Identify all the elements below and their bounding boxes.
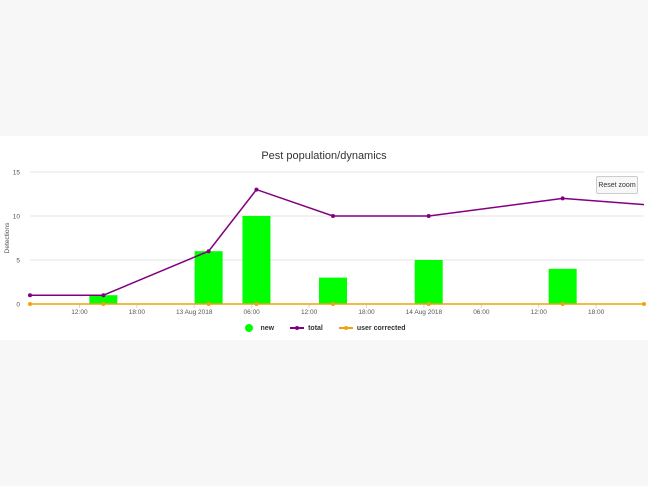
legend-symbol-total [290, 324, 305, 332]
legend-item-user-corrected[interactable]: user corrected [338, 324, 406, 332]
x-tick-label: 18:00 [358, 309, 375, 316]
legend-symbol-user-corrected [338, 324, 353, 332]
x-tick-label: 06:00 [244, 309, 261, 316]
bar-new [242, 216, 271, 304]
point-total [254, 187, 259, 192]
legend-item-total[interactable]: total [290, 324, 323, 332]
point-user-corrected [331, 302, 336, 306]
x-tick-label: 13 Aug 2018 [176, 309, 213, 316]
point-total [101, 293, 106, 298]
point-user-corrected [28, 302, 32, 306]
y-tick-label: 0 [16, 302, 20, 309]
point-user-corrected [254, 302, 259, 306]
point-total [206, 249, 211, 254]
y-axis-label: Detections [4, 222, 11, 253]
legend-item-new[interactable]: new [242, 324, 274, 332]
point-user-corrected [642, 302, 646, 306]
reset-zoom-button[interactable]: Reset zoom [596, 176, 638, 194]
y-tick-label: 5 [16, 258, 20, 265]
line-total [30, 188, 645, 296]
chart-title: Pest population/dynamics [261, 150, 387, 162]
chart-legend: new total user corrected [0, 324, 648, 332]
y-tick-label: 15 [13, 170, 21, 177]
bar-new [194, 251, 223, 304]
point-user-corrected [206, 302, 211, 306]
bar-new [414, 260, 443, 304]
point-user-corrected [101, 302, 106, 306]
point-total [28, 293, 32, 298]
x-tick-label: 18:00 [129, 309, 146, 316]
y-tick-label: 10 [13, 214, 21, 221]
point-total [560, 196, 565, 201]
point-user-corrected [560, 302, 565, 306]
bar-new [89, 295, 118, 304]
chart-card: Pest population/dynamics 0 5 10 15 Detection… [0, 136, 648, 340]
bar-new [548, 268, 577, 304]
x-tick-label: 06:00 [473, 309, 490, 316]
x-tick-label: 12:00 [301, 309, 318, 316]
point-total [331, 214, 336, 218]
x-tick-label: 12:00 [531, 309, 548, 316]
bar-new [319, 277, 348, 304]
legend-label-user-corrected: user corrected [356, 324, 406, 332]
x-tick-label: 18:00 [588, 309, 605, 316]
legend-label-new: new [260, 324, 275, 332]
chart-plot: 0 5 10 15 Detections 12:00 18:00 13 Aug 2018 06:… [4, 170, 646, 316]
point-user-corrected [426, 302, 431, 306]
legend-symbol-new [242, 324, 256, 332]
point-total [426, 214, 431, 218]
x-tick-label: 12:00 [71, 309, 88, 316]
x-tick-label: 14 Aug 2018 [406, 309, 443, 316]
legend-label-total: total [308, 324, 323, 332]
